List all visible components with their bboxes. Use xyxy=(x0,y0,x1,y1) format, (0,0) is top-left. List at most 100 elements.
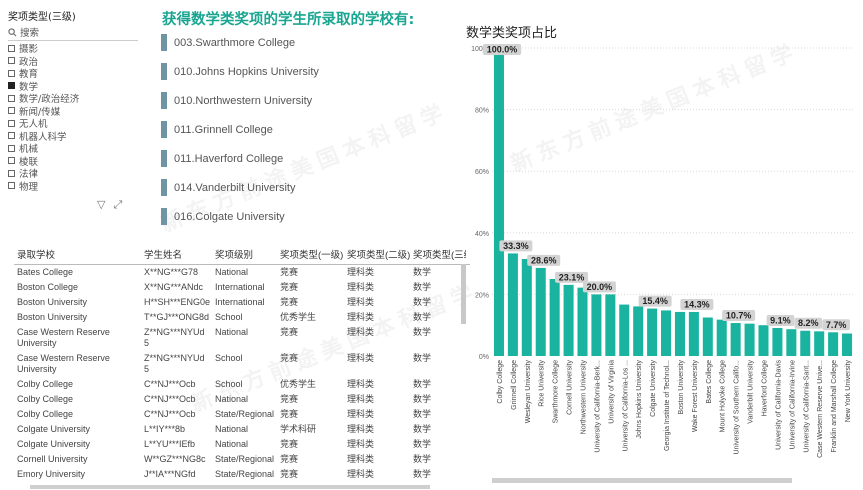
bar[interactable] xyxy=(507,253,518,356)
university-item[interactable]: 011.Haverford College xyxy=(161,144,319,173)
column-header[interactable]: 奖项类型(一级) xyxy=(280,250,344,261)
bar[interactable] xyxy=(633,306,644,356)
slicer-search[interactable]: 搜索 xyxy=(8,25,138,41)
focus-mode-icon[interactable]: ⤢ xyxy=(113,198,123,211)
bar[interactable] xyxy=(661,310,672,356)
table-row[interactable]: Case Western Reserve University Z**NG***N… xyxy=(14,351,470,377)
bar[interactable] xyxy=(688,311,699,356)
bar[interactable] xyxy=(786,329,797,356)
bar[interactable] xyxy=(842,333,853,356)
slicer-item[interactable]: 无人机 xyxy=(8,117,138,130)
university-item[interactable]: 014.Vanderbilt University xyxy=(161,173,319,202)
checkbox[interactable] xyxy=(8,132,15,140)
checkbox[interactable] xyxy=(8,157,15,165)
filter-icon[interactable]: ▽ xyxy=(97,198,106,211)
university-item-label: 011.Haverford College xyxy=(174,152,284,165)
table-row[interactable]: Case Western Reserve University Z**NG***N… xyxy=(14,325,470,351)
bar[interactable] xyxy=(521,258,532,356)
bar[interactable] xyxy=(702,317,713,357)
checkbox[interactable] xyxy=(8,107,15,115)
bar[interactable] xyxy=(619,304,630,356)
university-item[interactable]: 016.Colgate University xyxy=(161,202,319,231)
table-cell: 理科类 xyxy=(347,353,375,363)
table-row[interactable]: Bates College X**NG***G78 National 竞赛 理科类 数学 xyxy=(14,265,470,280)
checkbox[interactable] xyxy=(8,119,15,127)
table-row[interactable]: Boston College X**NG***ANdc International 竞… xyxy=(14,280,470,295)
bar[interactable] xyxy=(605,294,616,356)
checkbox[interactable] xyxy=(8,144,15,152)
slicer-item[interactable]: 物理 xyxy=(8,180,138,193)
slicer-item[interactable]: 机器人科学 xyxy=(8,130,138,143)
checkbox[interactable] xyxy=(8,69,15,77)
table-cell: State/Regional xyxy=(215,454,275,464)
table-vertical-scrollbar[interactable] xyxy=(461,264,466,324)
table-row[interactable]: Colgate University L**IY***8b National 学术科研… xyxy=(14,422,470,437)
x-tick-label: Mount Holyoke College xyxy=(720,360,727,432)
column-header[interactable]: 学生姓名 xyxy=(144,250,183,261)
slicer-item[interactable]: 棱联 xyxy=(8,155,138,168)
university-item[interactable]: 010.Northwestern University xyxy=(161,86,319,115)
table-cell: 竞赛 xyxy=(280,327,299,337)
bar[interactable] xyxy=(800,330,811,356)
bar[interactable] xyxy=(647,308,658,356)
slicer-item[interactable]: 机械 xyxy=(8,142,138,155)
bar[interactable] xyxy=(493,48,504,356)
table-cell: 理科类 xyxy=(347,267,375,277)
table-cell: Boston University xyxy=(17,312,88,322)
bar[interactable] xyxy=(814,331,825,356)
table-row[interactable]: Emory University J**IA***NGfd State/Region… xyxy=(14,467,470,482)
slicer-item[interactable]: 政治 xyxy=(8,55,138,68)
university-item[interactable]: 003.Swarthmore College xyxy=(161,28,319,57)
table-row[interactable]: Colby College C**NJ***Ocb State/Regional 竞赛… xyxy=(14,407,470,422)
column-header[interactable]: 奖项类型(三级) xyxy=(413,250,466,261)
x-tick-label: University of California-Davis xyxy=(775,360,782,450)
column-header[interactable]: 奖项类型(二级) xyxy=(347,250,410,261)
slicer-item[interactable]: 数学 xyxy=(8,80,138,93)
data-label: 14.3% xyxy=(684,299,710,309)
table-row[interactable]: Cornell University W**GZ***NG8c State/Regi… xyxy=(14,452,470,467)
chart-horizontal-scrollbar[interactable] xyxy=(492,478,792,483)
bar[interactable] xyxy=(549,279,560,356)
table-row[interactable]: Colgate University L**YU***IEfb National 竞赛… xyxy=(14,437,470,452)
table-cell: X**NG***ANdc xyxy=(144,282,204,292)
checkbox[interactable] xyxy=(8,82,15,90)
slicer-item[interactable]: 新闻/传媒 xyxy=(8,105,138,118)
bar[interactable] xyxy=(674,311,685,356)
checkbox[interactable] xyxy=(8,94,15,102)
bar[interactable] xyxy=(535,267,546,356)
checkbox[interactable] xyxy=(8,57,15,65)
slicer-item[interactable]: 数学/政治经济 xyxy=(8,92,138,105)
slicer-item[interactable]: 法律 xyxy=(8,167,138,180)
table-header: 录取学校 学生姓名 奖项级别 奖项类型(一级)奖项类型(二级)奖项类型(三级) xyxy=(14,244,470,265)
checkbox[interactable] xyxy=(8,169,15,177)
bar[interactable] xyxy=(772,327,783,356)
bar[interactable] xyxy=(744,323,755,356)
table-row[interactable]: Colby College C**NJ***Ocb School 优秀学生 理科类 数学 xyxy=(14,377,470,392)
bar[interactable] xyxy=(591,294,602,356)
checkbox[interactable] xyxy=(8,182,15,190)
table-row[interactable]: Boston University T**GJ***ONG8d School 优秀学生… xyxy=(14,310,470,325)
x-tick-label: University of California-Irvine xyxy=(789,360,796,450)
slicer-item[interactable]: 摄影 xyxy=(8,42,138,55)
slicer-item-label: 数学/政治经济 xyxy=(19,94,80,106)
university-item[interactable]: 011.Grinnell College xyxy=(161,115,319,144)
university-item[interactable]: 010.Johns Hopkins University xyxy=(161,57,319,86)
checkbox[interactable] xyxy=(8,44,15,52)
column-header[interactable]: 录取学校 xyxy=(17,250,56,261)
bar[interactable] xyxy=(716,319,727,356)
table-row[interactable]: Boston University H**SH***ENG0e Internatio… xyxy=(14,295,470,310)
bar[interactable] xyxy=(828,332,839,356)
table-row[interactable]: Colby College C**NJ***Ocb National 竞赛 理科类 数学 xyxy=(14,392,470,407)
table-horizontal-scrollbar[interactable] xyxy=(30,485,430,489)
table-cell: 理科类 xyxy=(347,409,375,419)
slicer-item[interactable]: 教育 xyxy=(8,67,138,80)
bar[interactable] xyxy=(730,323,741,356)
x-tick-label: Wesleyan University xyxy=(525,360,532,424)
table-cell: National xyxy=(215,394,249,404)
bar[interactable] xyxy=(758,325,769,356)
bar[interactable] xyxy=(563,284,574,356)
y-tick-label: 40% xyxy=(475,231,489,238)
bar[interactable] xyxy=(577,287,588,356)
y-tick-label: 80% xyxy=(475,108,489,115)
column-header[interactable]: 奖项级别 xyxy=(215,250,254,261)
